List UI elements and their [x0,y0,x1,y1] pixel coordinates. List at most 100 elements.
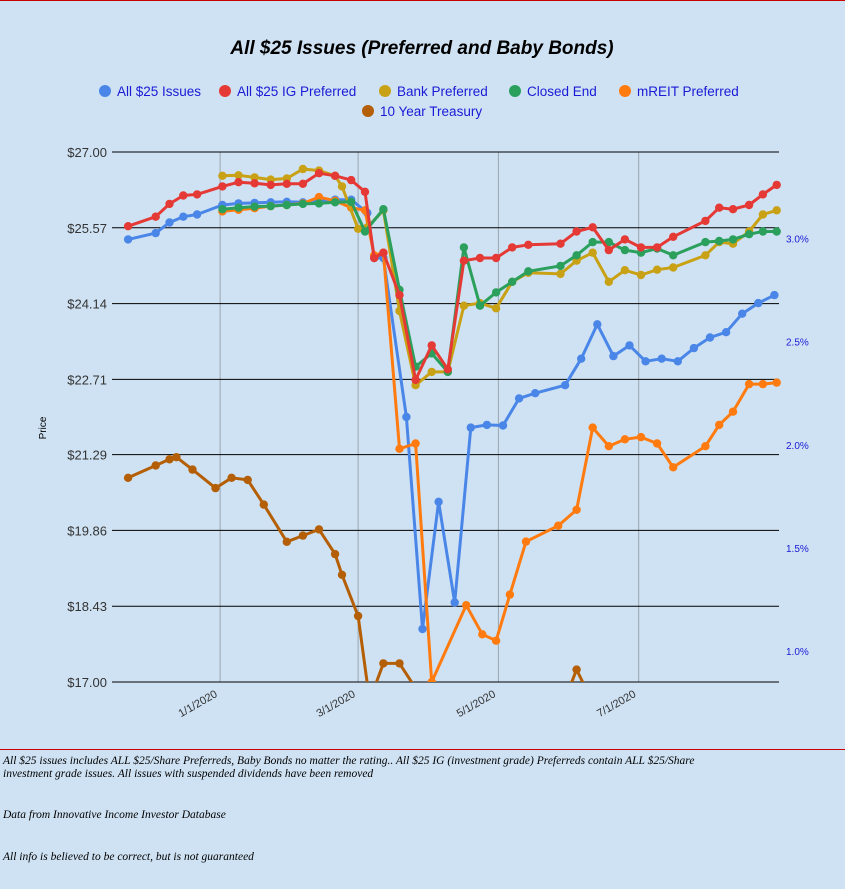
data-point [636,270,646,280]
data-point [282,200,291,210]
data-point [521,537,531,546]
data-point [314,525,324,534]
data-point [250,202,259,211]
data-point [266,201,275,211]
data-point [395,290,404,300]
data-point [459,243,469,252]
data-point [759,690,767,698]
y-tick-label: $18.43 [67,599,107,614]
data-point [360,227,370,236]
y2-tick-label: 1.5% [786,544,809,555]
y-tick-label: $22.71 [67,372,107,387]
data-point [347,175,356,185]
y2-tick-label: 1.0% [786,647,809,658]
data-point [298,164,308,174]
legend-label: Closed End [527,84,597,99]
data-point [604,277,613,286]
data-point [491,288,501,297]
data-point [636,432,646,442]
data-point [411,439,420,448]
data-point [498,421,508,430]
data-point [588,237,597,247]
data-point [652,439,662,448]
data-point [298,531,308,540]
y2-tick-label: 2.5% [786,338,809,349]
y-tick-label: $19.86 [67,523,107,538]
data-point [715,203,724,212]
data-point [151,228,160,238]
chart-title: All $25 Issues (Preferred and Baby Bonds… [229,38,613,59]
data-point [621,709,629,717]
data-point [314,199,324,208]
data-point [669,232,678,241]
series-0 [123,195,779,634]
data-point [250,173,259,182]
series-line [127,171,778,382]
legend-marker [509,85,521,97]
y-tick-label: $21.29 [67,448,107,463]
data-point [524,240,533,249]
data-point [744,200,754,210]
data-point [556,239,565,248]
data-point [689,343,699,353]
legend-marker [219,85,231,97]
data-point [427,367,436,377]
data-point [738,309,747,318]
data-point [524,267,533,276]
x-tick-label: 5/1/2020 [455,688,498,720]
data-point [165,218,174,227]
data-point [282,179,291,188]
data-point [577,354,586,363]
data-point [427,341,436,350]
data-point [728,205,738,214]
data-point [729,698,737,706]
legend-marker [99,85,111,97]
data-point [411,684,419,692]
legend-label: Bank Preferred [397,84,488,99]
data-point [728,235,738,244]
data-point [330,171,340,180]
data-point [715,420,724,430]
data-point [282,537,291,546]
data-point [715,723,723,731]
data-point [353,611,363,621]
data-point [758,227,768,236]
data-point [772,378,781,387]
data-point [604,237,613,247]
data-point [259,500,268,509]
y-tick-label: $17.00 [67,675,107,690]
data-point [218,171,227,180]
data-point [673,357,682,366]
disclaimer-note: All info is believed to be correct, but … [3,851,254,863]
data-point [772,180,781,190]
data-point [572,505,581,514]
data-point [218,205,227,214]
series-5 [123,453,767,731]
data-point [462,601,471,610]
data-point [758,210,768,219]
data-point [669,263,678,272]
data-point [459,301,469,310]
data-point [491,253,501,263]
series-line [127,455,585,682]
data-point [418,624,427,634]
data-point [588,248,597,257]
series-4 [218,192,781,682]
data-point [744,230,754,239]
x-tick-label: 3/1/2020 [315,688,358,720]
data-point [556,261,565,271]
data-point [337,570,347,579]
data-point [715,236,724,246]
data-point [314,192,324,202]
data-point [218,182,227,191]
data-point [353,224,363,233]
legend-marker [362,105,374,117]
data-point [337,182,347,191]
data-point [491,304,501,313]
data-point [508,277,517,286]
data-point [754,298,763,308]
x-tick-label: 7/1/2020 [595,688,638,720]
y-tick-label: $27.00 [67,145,107,160]
data-point [758,379,768,389]
data-point [701,216,710,226]
